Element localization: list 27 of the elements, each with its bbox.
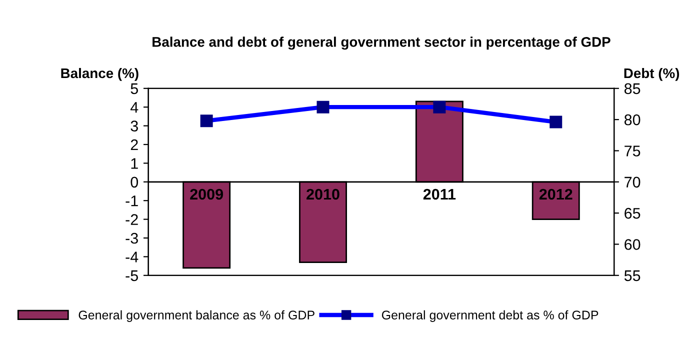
y-tick-label: -5 (126, 270, 138, 282)
y-tick-label: -2 (126, 214, 138, 225)
y-axis-title: Balance (%) (61, 68, 138, 81)
y-tick-label: -1 (126, 196, 138, 206)
x-tick-label: 2011 (423, 188, 456, 200)
y-tick-label: 1 (131, 158, 138, 169)
y-tick-label: -3 (126, 232, 138, 244)
y-tick-label: 5 (130, 83, 138, 94)
y-tick-label: 3 (130, 120, 138, 132)
y2-tick-label: 80 (624, 114, 640, 126)
x-tick-label: 2010 (306, 188, 340, 200)
x-tick-label: 2009 (190, 188, 223, 200)
legend-label: General government debt as % of GDP (382, 310, 598, 322)
y2-tick-label: 70 (624, 176, 640, 188)
y2-tick-label: 75 (624, 146, 640, 156)
chart-title: Balance and debt of general government sector in percentage of GDP (152, 36, 610, 50)
y-tick-label: 2 (130, 139, 138, 150)
x-tick-label: 2012 (539, 188, 572, 200)
y-tick-label: 4 (130, 102, 138, 113)
y2-tick-label: 65 (624, 208, 640, 219)
legend-label: General government balance as % of GDP (78, 310, 314, 322)
y2-axis-title: Debt (%) (624, 68, 680, 81)
y2-tick-label: 60 (624, 239, 640, 250)
y-tick-label: 0 (130, 176, 138, 188)
y2-tick-label: 85 (624, 83, 640, 94)
y2-tick-label: 55 (624, 270, 640, 282)
y-tick-label: -4 (126, 252, 138, 262)
